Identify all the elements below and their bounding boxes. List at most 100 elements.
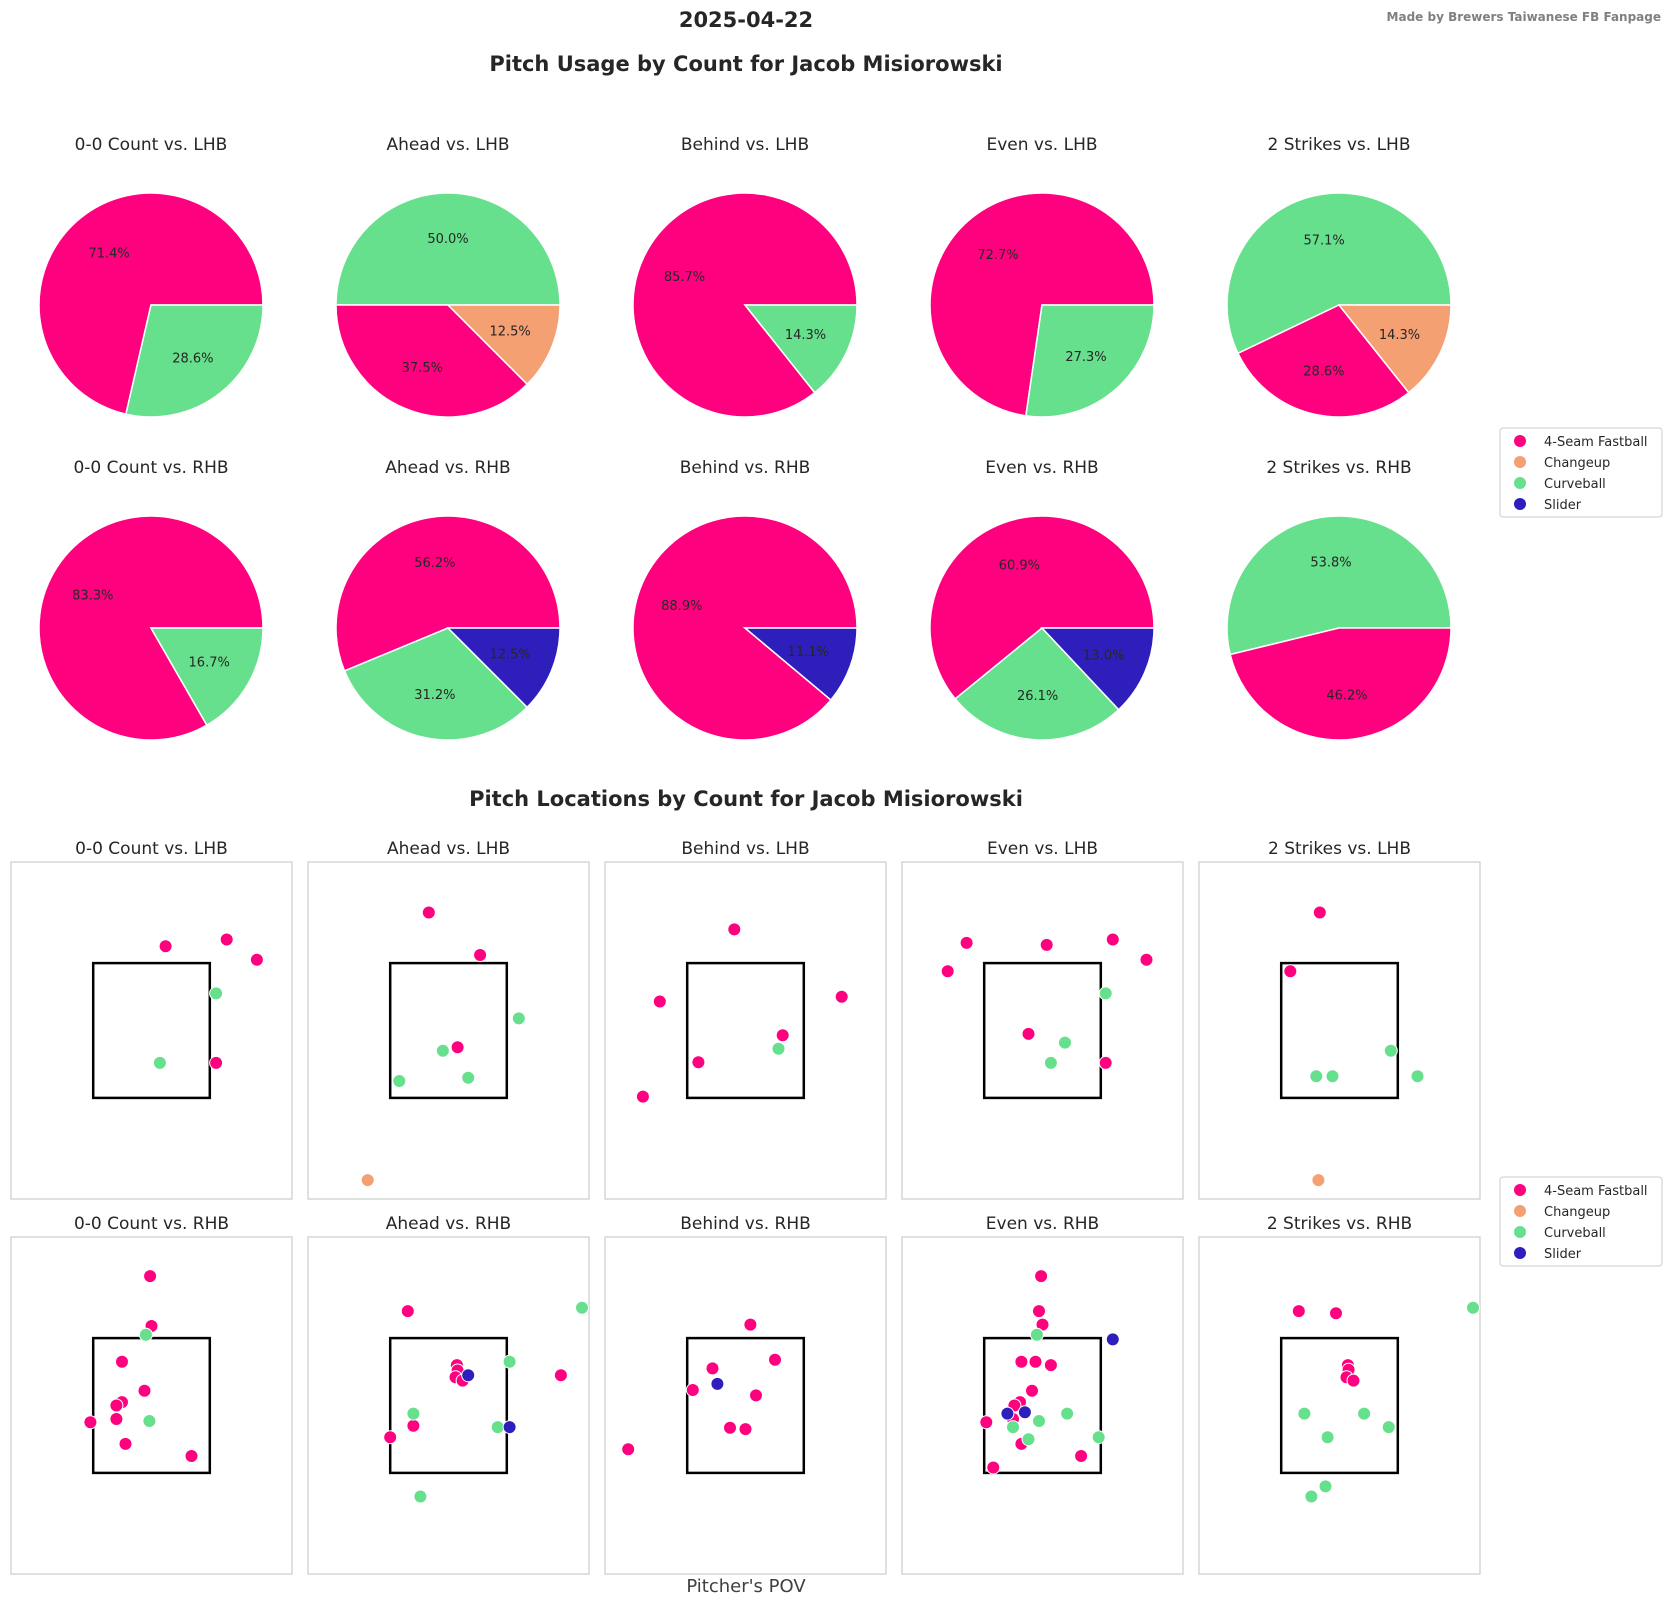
pitch-point-curveball — [1007, 1421, 1020, 1434]
legend-label-slider: Slider — [1544, 498, 1582, 513]
pitch-point-4-seam-fastball — [474, 949, 487, 962]
legend-label-changeup: Changeup — [1544, 1205, 1610, 1220]
pov-label: Pitcher's POV — [686, 1576, 806, 1597]
pitch-point-4-seam-fastball — [84, 1416, 97, 1429]
pie-title: Even vs. RHB — [985, 458, 1098, 478]
legend-marker-curveball — [1514, 477, 1526, 489]
pitch-point-curveball — [1044, 1056, 1057, 1069]
pie-title: 2 Strikes vs. RHB — [1266, 458, 1411, 478]
credit-text: Made by Brewers Taiwanese FB Fanpage — [1387, 10, 1661, 24]
pitch-point-curveball — [512, 1012, 525, 1025]
pie-charts: 0-0 Count vs. LHB 71.4% 28.6% Ahead vs. LHB… — [39, 135, 1451, 740]
pitch-point-curveball — [407, 1407, 420, 1420]
pitch-point-4-seam-fastball — [686, 1384, 699, 1397]
pie-even-vs-lhb: Even vs. LHB 72.7% 27.3% — [930, 135, 1154, 417]
pitch-point-4-seam-fastball — [1330, 1307, 1343, 1320]
legend-marker-fastball — [1514, 1184, 1526, 1196]
location-behind-vs-lhb: Behind vs. LHB — [605, 839, 886, 1199]
pitch-point-4-seam-fastball — [1026, 1384, 1039, 1397]
pitch-point-curveball — [436, 1044, 449, 1057]
pitch-point-4-seam-fastball — [110, 1399, 123, 1412]
pitch-point-curveball — [1305, 1490, 1318, 1503]
pie-slice-label: 16.7% — [189, 656, 230, 671]
pitch-point-4-seam-fastball — [407, 1419, 420, 1432]
pie-2-strikes-vs-lhb: 2 Strikes vs. LHB57.1%28.6%14.3% — [1227, 135, 1451, 417]
location-charts: 0-0 Count vs. LHB Ahead vs. LHB Behind vs.… — [11, 839, 1480, 1574]
pitch-point-slider — [462, 1369, 475, 1382]
pie-slice-label: 12.5% — [489, 648, 530, 663]
pitch-point-4-seam-fastball — [110, 1413, 123, 1426]
pitch-point-changeup — [361, 1174, 374, 1187]
legend-marker-fastball — [1514, 435, 1526, 447]
pitch-point-curveball — [1310, 1070, 1323, 1083]
pie-ahead-vs-lhb: Ahead vs. LHB 50.0% 37.5% 12.5% — [336, 135, 560, 417]
pitch-point-4-seam-fastball — [744, 1318, 757, 1331]
location-title: Pitch Locations by Count for Jacob Misio… — [469, 787, 1023, 811]
pitch-point-4-seam-fastball — [1029, 1355, 1042, 1368]
usage-title: Pitch Usage by Count for Jacob Misiorows… — [489, 52, 1002, 76]
pitch-point-4-seam-fastball — [1140, 953, 1153, 966]
pitch-point-4-seam-fastball — [1040, 938, 1053, 951]
pitch-point-4-seam-fastball — [622, 1443, 635, 1456]
plot-frame — [11, 1237, 292, 1574]
pie-title: 2 Strikes vs. LHB — [1268, 135, 1411, 155]
pie-title: Even vs. LHB — [986, 135, 1097, 155]
pie-slice-curveball — [336, 193, 560, 305]
pie-slice-label: 28.6% — [172, 352, 213, 367]
pitch-point-curveball — [139, 1328, 152, 1341]
legend-label-fastball: 4-Seam Fastball — [1544, 435, 1648, 450]
pie-title: Ahead vs. LHB — [386, 135, 509, 155]
pitch-point-changeup — [1312, 1174, 1325, 1187]
pitch-point-curveball — [1384, 1044, 1397, 1057]
legend-label-fastball: 4-Seam Fastball — [1544, 1184, 1648, 1199]
pitch-point-4-seam-fastball — [1015, 1355, 1028, 1368]
pitch-point-curveball — [1411, 1070, 1424, 1083]
pie-behind-vs-lhb: Behind vs. LHB 85.7% 14.3% — [633, 135, 857, 417]
pitch-point-4-seam-fastball — [1347, 1374, 1360, 1387]
location-behind-vs-rhb: Behind vs. RHB — [605, 1214, 886, 1574]
pitch-point-4-seam-fastball — [776, 1029, 789, 1042]
pitch-point-4-seam-fastball — [1022, 1027, 1035, 1040]
plot-frame — [308, 862, 589, 1199]
pitch-point-4-seam-fastball — [1284, 965, 1297, 978]
plot-frame — [605, 1237, 886, 1574]
pitch-point-4-seam-fastball — [835, 990, 848, 1003]
legend-marker-changeup — [1514, 1205, 1526, 1217]
pitch-point-4-seam-fastball — [980, 1416, 993, 1429]
pie-slice-label: 11.1% — [788, 645, 829, 660]
legend-label-curveball: Curveball — [1544, 1226, 1606, 1241]
plot-frame — [11, 862, 292, 1199]
pie-slice-label: 88.9% — [661, 599, 702, 614]
pitch-point-4-seam-fastball — [138, 1384, 151, 1397]
pitch-point-curveball — [576, 1301, 589, 1314]
pie-slice-label: 31.2% — [414, 688, 455, 703]
pitch-point-4-seam-fastball — [1075, 1450, 1088, 1463]
pitch-point-4-seam-fastball — [750, 1389, 763, 1402]
pitch-point-slider — [1001, 1407, 1014, 1420]
pie-slice-label: 46.2% — [1326, 689, 1367, 704]
pitch-point-slider — [711, 1377, 724, 1390]
pitch-point-4-seam-fastball — [653, 995, 666, 1008]
legend-marker-curveball — [1514, 1226, 1526, 1238]
pitch-point-slider — [1106, 1333, 1119, 1346]
location-even-vs-rhb: Even vs. RHB — [902, 1214, 1183, 1574]
pitch-point-curveball — [1030, 1328, 1043, 1341]
legend-marker-slider — [1514, 1247, 1526, 1259]
pitch-point-4-seam-fastball — [422, 906, 435, 919]
pie-slice-label: 71.4% — [88, 246, 129, 261]
pitch-point-4-seam-fastball — [987, 1461, 1000, 1474]
pitch-point-curveball — [1059, 1036, 1072, 1049]
location-title: Ahead vs. RHB — [386, 1214, 511, 1234]
pitch-point-4-seam-fastball — [554, 1369, 567, 1382]
pitch-point-curveball — [1033, 1415, 1046, 1428]
location-0-0-count-vs-rhb: 0-0 Count vs. RHB — [11, 1214, 292, 1574]
pitch-point-curveball — [1022, 1433, 1035, 1446]
pitch-point-4-seam-fastball — [1292, 1305, 1305, 1318]
legend-locations: 4-Seam Fastball Changeup Curveball Slide… — [1500, 1177, 1662, 1266]
pitch-point-4-seam-fastball — [769, 1353, 782, 1366]
pitch-point-4-seam-fastball — [1033, 1305, 1046, 1318]
pie-slice-label: 37.5% — [402, 361, 443, 376]
pitch-point-4-seam-fastball — [739, 1423, 752, 1436]
pitch-point-slider — [503, 1421, 516, 1434]
pitch-point-4-seam-fastball — [706, 1362, 719, 1375]
